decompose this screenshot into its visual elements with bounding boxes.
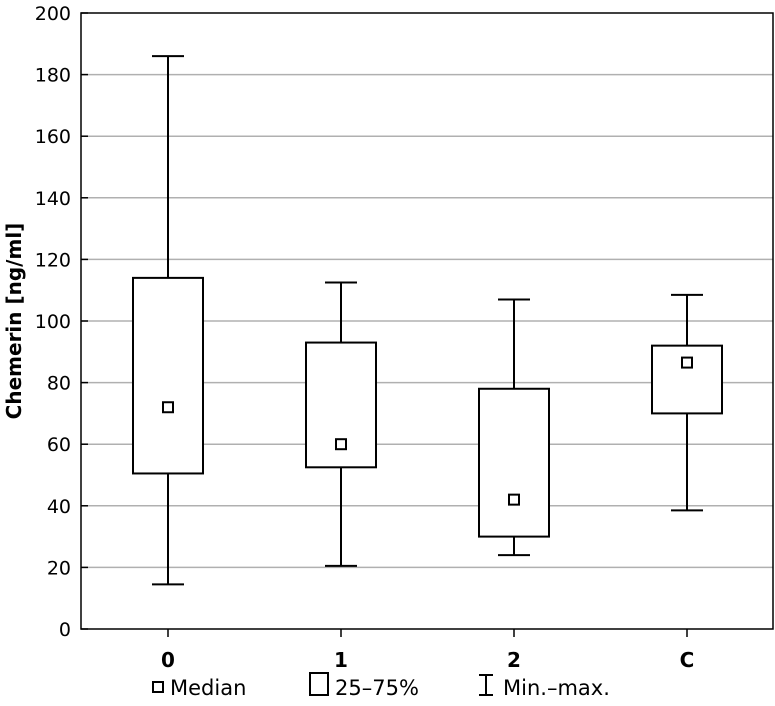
y-axis-ticks: 0 20 40 60 80 100 120 140 160 180 200 (35, 3, 88, 641)
iqr-box (651, 344, 723, 415)
y-tick-label: 180 (35, 65, 71, 87)
median-marker (162, 401, 174, 414)
box-group-C (651, 293, 723, 512)
y-tick-label: 140 (35, 188, 71, 210)
box-group-0 (132, 55, 204, 586)
x-tick-label: C (680, 648, 695, 672)
y-tick-label: 100 (35, 311, 71, 333)
iqr-box (478, 387, 550, 538)
box-group-1 (305, 281, 377, 567)
y-tick-label: 20 (47, 557, 71, 579)
x-tick-label: 0 (161, 648, 175, 672)
legend-label: 25–75% (335, 676, 419, 700)
legend-box-icon (309, 672, 329, 696)
legend-item-box: 25–75% (309, 672, 419, 700)
plot-frame (80, 12, 774, 630)
y-tick-label: 200 (35, 3, 71, 25)
y-tick-label: 80 (47, 373, 71, 395)
y-tick-label: 120 (35, 249, 71, 271)
legend: Median 25–75% Min.–max. (152, 672, 610, 700)
x-tick-label: 1 (334, 648, 348, 672)
box-group-2 (478, 298, 550, 557)
y-axis-title: Chemerin [ng/ml] (2, 223, 26, 420)
legend-label: Median (170, 676, 246, 700)
x-axis-ticks: 0 1 2 C (161, 629, 694, 672)
legend-median-icon (152, 681, 164, 693)
median-marker (681, 356, 693, 369)
legend-label: Min.–max. (503, 676, 610, 700)
y-tick-label: 160 (35, 126, 71, 148)
iqr-box (132, 276, 204, 475)
median-marker (335, 438, 347, 451)
boxes (132, 55, 723, 586)
y-tick-label: 0 (59, 619, 71, 641)
legend-item-whisker: Min.–max. (479, 674, 610, 700)
y-tick-label: 40 (47, 496, 71, 518)
y-tick-label: 60 (47, 434, 71, 456)
legend-item-median: Median (152, 676, 246, 700)
x-tick-label: 2 (507, 648, 521, 672)
median-marker (508, 493, 520, 506)
